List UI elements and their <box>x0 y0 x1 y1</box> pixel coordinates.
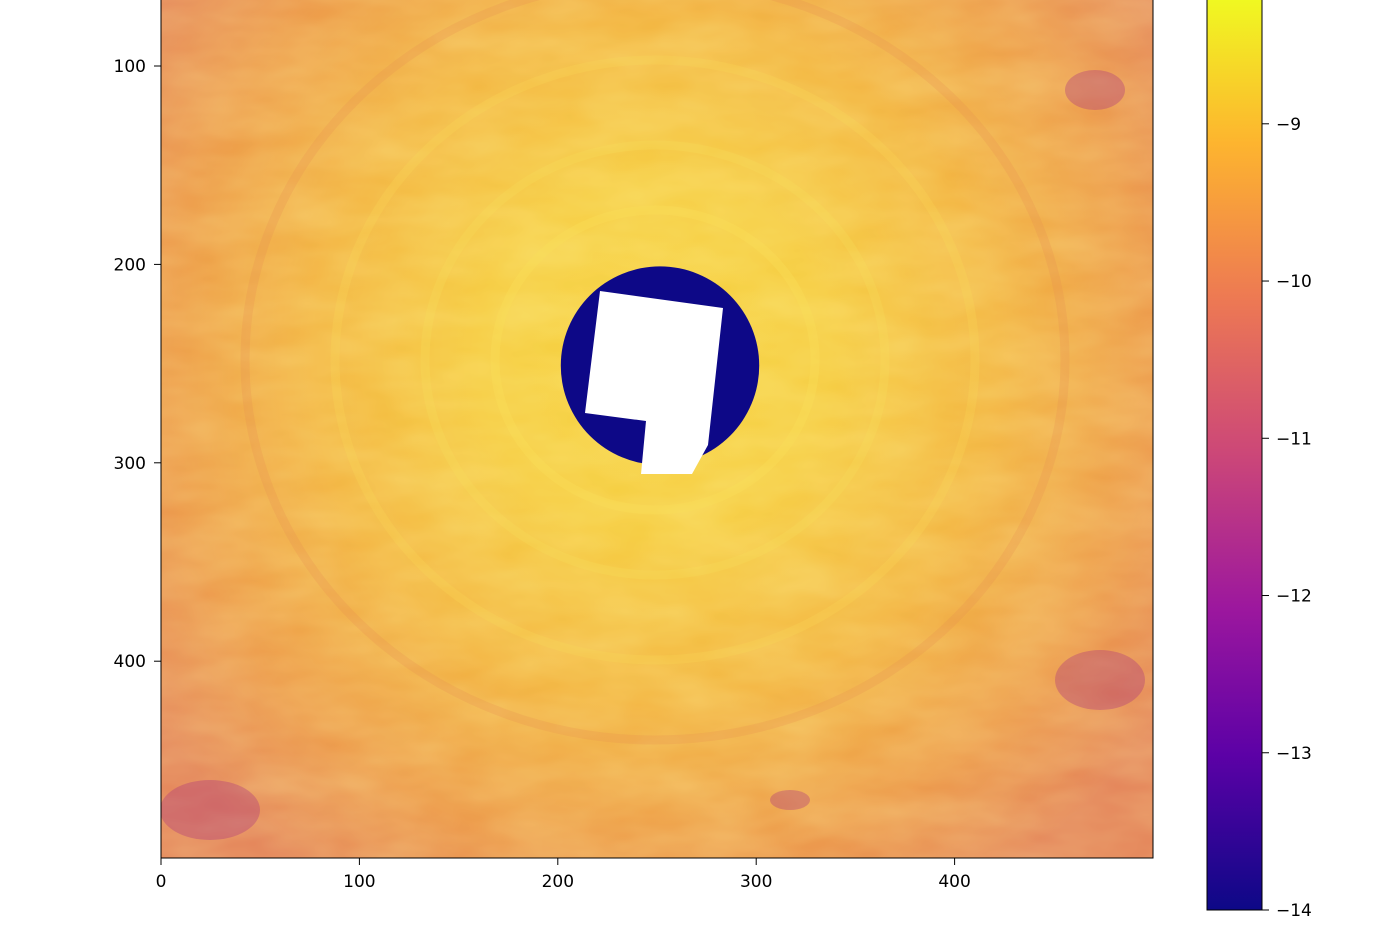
y-tick-label: 300 <box>114 454 146 474</box>
x-tick-label: 200 <box>542 872 574 892</box>
colorbar-tick-label: −11 <box>1276 429 1312 449</box>
x-tick-label: 400 <box>938 872 970 892</box>
y-tick-label: 400 <box>114 652 146 672</box>
x-tick-label: 0 <box>156 872 167 892</box>
colorbar <box>1207 0 1262 910</box>
x-axis: 0 100 200 300 400 <box>156 858 971 892</box>
colorbar-tick-label: −10 <box>1276 272 1312 292</box>
colorbar-tick-label: −9 <box>1276 115 1301 135</box>
y-axis: 100 200 300 400 <box>114 57 161 672</box>
colorbar-frame <box>1206 0 1263 911</box>
low-density-patches <box>161 70 1145 840</box>
plot-frame <box>160 0 1154 859</box>
colorbar-tick-label: −13 <box>1276 744 1312 764</box>
masked-region <box>585 291 723 474</box>
colorbar-tick-label: −12 <box>1276 587 1312 607</box>
plot-area <box>161 0 1153 858</box>
y-tick-label: 200 <box>114 255 146 275</box>
x-tick-label: 100 <box>343 872 375 892</box>
swirl-streaks <box>240 0 1070 745</box>
colorbar-tick-label: −14 <box>1276 901 1312 921</box>
x-tick-label: 300 <box>740 872 772 892</box>
colorbar-axis: −9 −10 −11 −12 −13 −14 <box>1262 115 1312 921</box>
y-tick-label: 100 <box>114 57 146 77</box>
